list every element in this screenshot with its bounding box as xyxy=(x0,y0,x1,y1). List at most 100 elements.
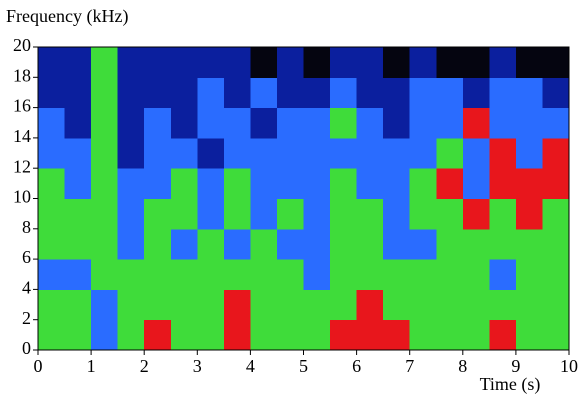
spectrogram-cell xyxy=(462,259,490,290)
spectrogram-cell xyxy=(489,259,517,290)
spectrogram-cell xyxy=(170,77,198,109)
spectrogram-cell xyxy=(38,137,66,169)
spectrogram-cell xyxy=(223,168,251,199)
spectrogram-cell xyxy=(276,259,304,290)
spectrogram-cell xyxy=(276,198,304,230)
spectrogram-cell xyxy=(144,77,172,109)
spectrogram-cell xyxy=(170,47,198,78)
spectrogram-cell xyxy=(356,259,384,290)
x-tick-label: 6 xyxy=(352,356,361,376)
spectrogram-cell xyxy=(144,137,172,169)
y-tick-label: 14 xyxy=(13,126,31,146)
spectrogram-cell xyxy=(223,259,251,290)
spectrogram-cell xyxy=(436,198,464,230)
spectrogram-cell xyxy=(330,168,358,199)
spectrogram-cell xyxy=(117,107,145,139)
spectrogram-cell xyxy=(91,228,119,260)
spectrogram-cell xyxy=(303,107,331,139)
spectrogram-cell xyxy=(356,168,384,199)
y-tick-label: 2 xyxy=(22,308,31,328)
spectrogram-cell xyxy=(117,198,145,230)
spectrogram-cell xyxy=(250,289,278,321)
spectrogram-cell xyxy=(64,77,92,109)
spectrogram-cell xyxy=(462,107,490,139)
spectrogram-cell xyxy=(436,168,464,199)
spectrogram-cell xyxy=(356,319,384,351)
spectrogram-cell xyxy=(409,47,437,78)
spectrogram-cell xyxy=(409,107,437,139)
spectrogram-cell xyxy=(223,319,251,351)
spectrogram-cell xyxy=(436,259,464,290)
spectrogram-cell xyxy=(250,259,278,290)
x-tick-label: 5 xyxy=(299,356,308,376)
spectrogram-cell xyxy=(462,289,490,321)
spectrogram-cell xyxy=(356,107,384,139)
spectrogram-cell xyxy=(38,168,66,199)
spectrogram-cell xyxy=(91,47,119,78)
spectrogram-cell xyxy=(197,77,225,109)
spectrogram-cell xyxy=(462,198,490,230)
x-tick-label: 2 xyxy=(140,356,149,376)
spectrogram-cell xyxy=(383,319,411,351)
spectrogram-cell xyxy=(144,168,172,199)
spectrogram-cell xyxy=(276,47,304,78)
spectrogram-cell xyxy=(489,77,517,109)
x-tick-label: 8 xyxy=(458,356,467,376)
spectrogram-cell xyxy=(462,228,490,260)
spectrogram-cell xyxy=(117,289,145,321)
spectrogram-cell xyxy=(515,259,543,290)
spectrogram-cell xyxy=(170,259,198,290)
spectrogram-cell xyxy=(436,137,464,169)
spectrogram-cell xyxy=(330,319,358,351)
spectrogram-cell xyxy=(462,319,490,351)
spectrogram-cell xyxy=(356,137,384,169)
spectrogram-cell xyxy=(489,137,517,169)
spectrogram-cell xyxy=(515,47,543,78)
spectrogram-cell xyxy=(64,319,92,351)
spectrogram-cell xyxy=(515,137,543,169)
spectrogram-cell xyxy=(250,77,278,109)
spectrogram-cell xyxy=(38,198,66,230)
spectrogram-cell xyxy=(223,77,251,109)
spectrogram-cell xyxy=(64,259,92,290)
spectrogram-cell xyxy=(409,289,437,321)
spectrogram-cell xyxy=(515,107,543,139)
spectrogram-cell xyxy=(223,47,251,78)
spectrogram-cell xyxy=(303,198,331,230)
spectrogram-cell xyxy=(462,47,490,78)
spectrogram-cell xyxy=(250,47,278,78)
spectrogram-cell xyxy=(64,137,92,169)
spectrogram-cell xyxy=(515,289,543,321)
spectrogram-cell xyxy=(197,259,225,290)
x-tick-label: 1 xyxy=(87,356,96,376)
spectrogram-cell xyxy=(38,77,66,109)
spectrogram-cell xyxy=(250,228,278,260)
spectrogram-cell xyxy=(515,198,543,230)
x-tick-label: 4 xyxy=(246,356,255,376)
spectrogram-cell xyxy=(250,107,278,139)
spectrogram-cell xyxy=(383,168,411,199)
spectrogram-cell xyxy=(383,47,411,78)
spectrogram-cell xyxy=(91,168,119,199)
spectrogram-cell xyxy=(64,228,92,260)
spectrogram-cell xyxy=(197,107,225,139)
spectrogram-cell xyxy=(436,319,464,351)
spectrogram-cell xyxy=(117,137,145,169)
spectrogram-cell xyxy=(64,47,92,78)
spectrogram-cell xyxy=(197,137,225,169)
spectrogram-cell xyxy=(489,289,517,321)
spectrogram-cell xyxy=(117,259,145,290)
spectrogram-cell xyxy=(170,289,198,321)
spectrogram-cell xyxy=(197,289,225,321)
spectrogram-cell xyxy=(462,168,490,199)
spectrogram-cell xyxy=(38,259,66,290)
spectrogram-cell xyxy=(64,198,92,230)
spectrogram-cell xyxy=(91,137,119,169)
spectrogram-cell xyxy=(515,168,543,199)
spectrogram-cell xyxy=(91,259,119,290)
spectrogram-cell xyxy=(276,168,304,199)
spectrogram-cell xyxy=(197,47,225,78)
spectrogram-cell xyxy=(409,137,437,169)
spectrogram-cell xyxy=(303,259,331,290)
spectrogram-cell xyxy=(64,107,92,139)
